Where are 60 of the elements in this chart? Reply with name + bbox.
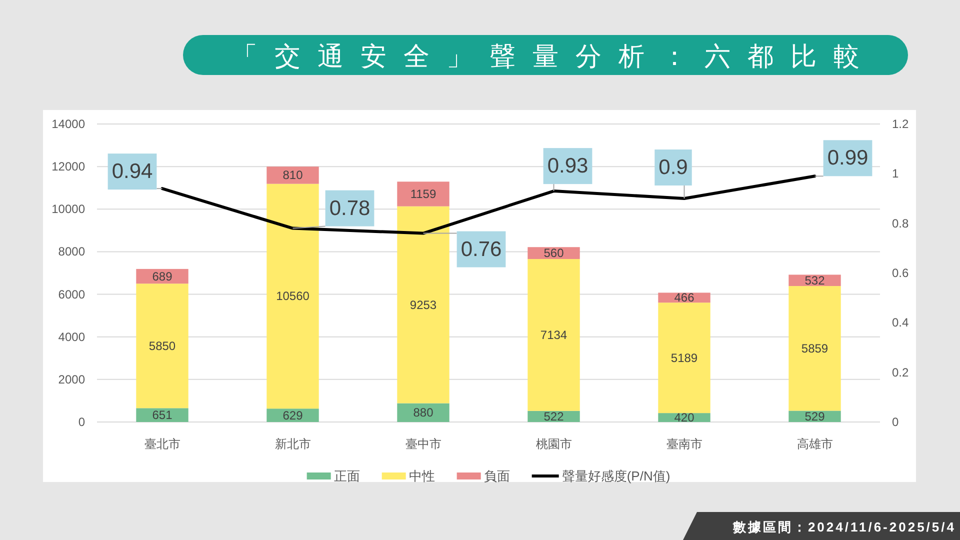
y-tick-label: 12000 bbox=[52, 160, 86, 174]
data-label: 7134 bbox=[540, 328, 568, 342]
data-label: 9253 bbox=[410, 298, 437, 312]
data-label: 10560 bbox=[276, 289, 310, 304]
bar bbox=[658, 302, 710, 414]
data-label: 880 bbox=[413, 406, 434, 420]
bar bbox=[528, 259, 580, 411]
y2-tick-label: 0.2 bbox=[892, 365, 910, 380]
y2-tick-label: 1.2 bbox=[892, 117, 910, 131]
bar bbox=[136, 408, 188, 422]
x-tick-label: 臺北市 bbox=[144, 437, 180, 451]
y-tick-label: 10000 bbox=[52, 202, 86, 216]
x-tick-label: 高雄市 bbox=[796, 437, 833, 451]
data-label: 0.76 bbox=[460, 238, 502, 261]
bar bbox=[266, 184, 319, 409]
y2-tick-label: 1 bbox=[892, 166, 899, 181]
data-label: 5189 bbox=[670, 350, 698, 365]
x-tick-label: 桃園市 bbox=[536, 437, 572, 451]
y2-tick-label: 0.8 bbox=[892, 216, 910, 230]
y-tick-label: 14000 bbox=[52, 117, 86, 131]
data-label: 529 bbox=[804, 409, 826, 424]
data-label: 0.99 bbox=[827, 146, 868, 170]
legend-label: 負面 bbox=[484, 468, 510, 484]
bar bbox=[397, 206, 450, 404]
data-label: 689 bbox=[152, 269, 173, 284]
legend-label: 中性 bbox=[408, 468, 435, 484]
data-label: 5859 bbox=[801, 341, 828, 356]
data-label: 651 bbox=[152, 408, 173, 422]
data-label: 810 bbox=[282, 168, 304, 182]
data-label: 420 bbox=[674, 410, 695, 425]
data-label: 629 bbox=[282, 408, 304, 422]
y-tick-label: 8000 bbox=[58, 244, 86, 259]
data-label: 466 bbox=[674, 290, 695, 305]
legend-label: 聲量好感度(P/N值) bbox=[562, 468, 670, 484]
bar bbox=[136, 284, 188, 408]
data-label: 522 bbox=[544, 409, 564, 424]
y-tick-label: 6000 bbox=[58, 287, 86, 302]
bar bbox=[397, 182, 450, 206]
y2-tick-label: 0 bbox=[892, 415, 899, 429]
y-tick-label: 0 bbox=[78, 415, 86, 429]
data-label: 560 bbox=[544, 246, 564, 260]
y2-tick-label: 0.6 bbox=[892, 266, 910, 280]
x-tick-label: 新北市 bbox=[274, 437, 311, 451]
bar bbox=[788, 286, 841, 411]
data-label: 0.94 bbox=[112, 160, 154, 184]
x-tick-label: 臺南市 bbox=[666, 437, 702, 451]
bar bbox=[266, 166, 319, 184]
data-label: 1159 bbox=[410, 186, 436, 201]
y-tick-label: 2000 bbox=[58, 372, 86, 386]
y-tick-label: 4000 bbox=[58, 330, 86, 344]
data-label: 0.9 bbox=[658, 156, 688, 179]
y2-tick-label: 0.4 bbox=[892, 316, 910, 330]
x-tick-label: 臺中市 bbox=[405, 437, 442, 451]
data-label: 532 bbox=[804, 273, 826, 288]
text: 數據區間：2024/11/6-2025/5/4 bbox=[732, 520, 956, 534]
data-label: 0.78 bbox=[329, 196, 370, 220]
legend-label: 正面 bbox=[334, 468, 360, 484]
data-label: 5850 bbox=[148, 338, 176, 353]
chart-title: 「交通安全」聲量分析：六都比較 bbox=[232, 41, 876, 71]
data-label: 0.93 bbox=[547, 154, 588, 178]
